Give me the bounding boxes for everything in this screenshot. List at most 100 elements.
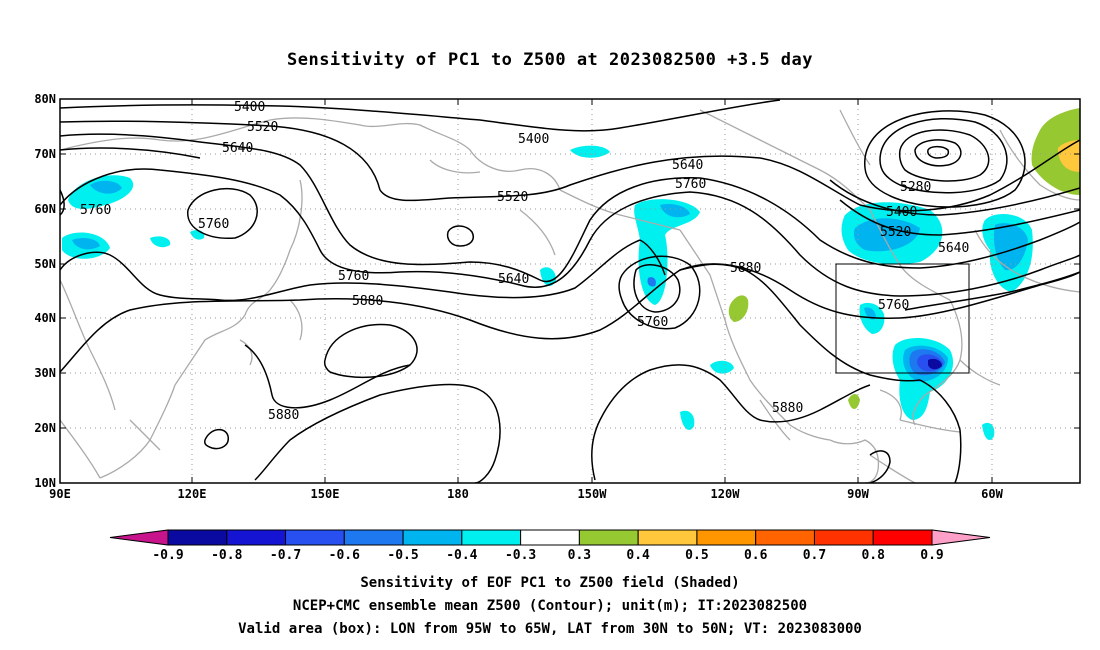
lon-label: 180 (447, 487, 469, 501)
coastline (879, 389, 902, 421)
contour-line (679, 263, 921, 382)
lon-label: 150E (311, 487, 340, 501)
colorbar-swatch (167, 529, 228, 546)
coastline (699, 109, 871, 211)
caption-line-2: NCEP+CMC ensemble mean Z500 (Contour); u… (292, 598, 808, 614)
contour-label: 5520 (497, 190, 528, 205)
contour-line (927, 145, 950, 159)
coastline (959, 359, 1001, 386)
contour-label: 5880 (352, 294, 383, 309)
lon-label: 120W (711, 487, 741, 501)
contour-line (869, 450, 891, 483)
colorbar-label: 0.6 (744, 548, 768, 563)
contour-line (839, 199, 1080, 236)
shade-blob (570, 145, 610, 158)
shade-blob (982, 422, 995, 441)
colorbar-swatch (578, 529, 639, 546)
gridlines (60, 99, 1080, 483)
contour-label: 5640 (672, 158, 703, 173)
lon-label: 120E (178, 487, 207, 501)
colorbar-swatch (520, 529, 580, 546)
contour-label: 5760 (675, 177, 706, 192)
shade-blob (928, 358, 942, 370)
colorbar-label: -0.4 (446, 548, 477, 563)
lat-label: 40N (34, 311, 56, 325)
colorbar-swatch (696, 529, 757, 546)
contour-line (60, 263, 1080, 373)
contour-line (898, 129, 990, 182)
contour-line (254, 383, 501, 483)
lon-label: 90W (847, 487, 869, 501)
coastline (869, 454, 916, 483)
colorbar-swatch (755, 529, 815, 546)
contour-line (829, 179, 1080, 216)
lat-label: 10N (34, 476, 56, 490)
colorbar-label: 0.3 (568, 548, 591, 563)
colorbar-high-arrow (931, 529, 991, 546)
lon-label: 90E (49, 487, 71, 501)
coastline (999, 129, 1080, 201)
contour-line (864, 110, 1026, 208)
contour-line (323, 323, 418, 379)
colorbar: -0.9 -0.8 -0.7 -0.6 -0.5 -0.4 -0.3 0.3 0.4 0.5 0.6… (109, 529, 991, 563)
coastline (60, 117, 561, 191)
colorbar-swatch (343, 529, 404, 546)
contour-label: 5640 (498, 272, 529, 287)
valid-area-box (835, 263, 970, 374)
colorbar-label: -0.3 (505, 548, 536, 563)
colorbar-label: -0.8 (211, 548, 242, 563)
coastline (289, 299, 303, 341)
colorbar-label: -0.6 (329, 548, 360, 563)
chart-title: Sensitivity of PC1 to Z500 at 2023082500… (286, 50, 813, 70)
contour-label: 5760 (878, 298, 909, 313)
shade-blob (710, 360, 734, 374)
coastlines (60, 109, 1080, 483)
tick-marks (60, 98, 1080, 484)
shade-blob (680, 410, 695, 430)
contour-line (879, 118, 1008, 194)
contour-line (60, 189, 65, 216)
coastline (519, 209, 556, 256)
shade-blob (634, 199, 700, 305)
contour-line (60, 239, 641, 302)
colorbar-swatch (637, 529, 698, 546)
contour-line (204, 428, 229, 450)
lon-labels: 90E 120E 150E 180 150W 120W 90W 60W (49, 487, 1003, 501)
contour-label: 5280 (900, 180, 931, 195)
colorbar-label: -0.7 (270, 548, 301, 563)
colorbar-swatch (226, 529, 287, 546)
contour-line (590, 364, 871, 481)
colorbar-low-arrow (109, 529, 169, 546)
colorbar-swatch (285, 529, 345, 546)
shade-blob (853, 218, 920, 252)
contour-label: 5760 (338, 269, 369, 284)
coastline (839, 109, 871, 166)
colorbar-swatch (402, 529, 463, 546)
contour-labels: 5400 5520 5640 5400 5640 5760 5520 5760 … (80, 100, 969, 423)
contour-label: 5760 (80, 203, 111, 218)
coastline (974, 229, 1080, 293)
lat-label: 70N (34, 147, 56, 161)
contour-label: 5640 (222, 141, 253, 156)
contour-label: 5880 (268, 408, 299, 423)
plot-frame (59, 98, 1081, 484)
coastline (559, 189, 681, 231)
contour-label: 5760 (637, 315, 668, 330)
contour-label: 5880 (772, 401, 803, 416)
colorbar-label: 0.5 (685, 548, 708, 563)
shade-blob (660, 204, 690, 218)
shade-blob (90, 180, 122, 194)
shade-blob (150, 236, 171, 248)
contour-line (639, 239, 666, 276)
contour-label: 5400 (886, 205, 917, 220)
coastline (679, 229, 831, 441)
contour-label: 5760 (198, 217, 229, 232)
contour-label: 5400 (234, 100, 265, 115)
coastline (899, 419, 961, 433)
coastline (129, 419, 161, 451)
colorbar-label: 0.9 (920, 548, 943, 563)
colorbar-label: -0.5 (387, 548, 418, 563)
contour-label: 5640 (938, 241, 969, 256)
colorbar-swatch (872, 529, 933, 546)
